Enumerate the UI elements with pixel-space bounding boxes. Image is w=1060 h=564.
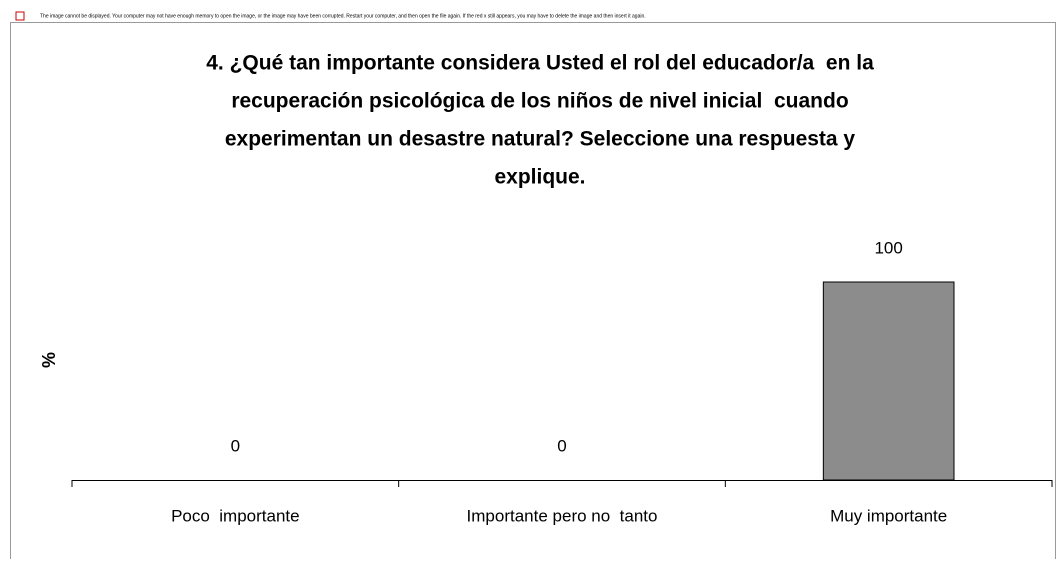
broken-image-icon (15, 11, 25, 21)
data-label: 0 (557, 436, 566, 455)
image-notice: The image cannot be displayed. Your comp… (40, 13, 646, 19)
data-label: 0 (231, 436, 240, 455)
data-label: 100 (874, 238, 902, 257)
chart-title: experimentan un desastre natural? Selecc… (225, 128, 856, 151)
x-tick-label: Muy importante (830, 506, 947, 525)
bar (822, 281, 955, 481)
x-tick-label: Importante pero no tanto (467, 506, 658, 525)
y-axis-label: % (39, 352, 59, 368)
x-tick-label: Poco importante (171, 506, 300, 525)
chart-title: 4. ¿Qué tan importante considera Usted e… (206, 52, 874, 75)
chart-title: recuperación psicológica de los niños de… (231, 90, 848, 113)
chart-title: explique. (494, 166, 585, 189)
